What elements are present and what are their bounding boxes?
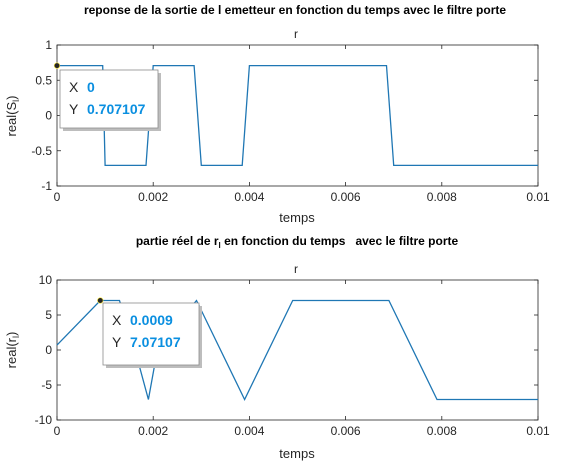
chart-1-subtitle: r xyxy=(294,27,298,41)
x-tick-label: 0.008 xyxy=(427,190,457,204)
datatip-x-value: 0.0009 xyxy=(130,312,173,328)
y-tick-label: 1 xyxy=(45,38,52,52)
chart-1-ylabel: real(Sl) xyxy=(4,95,21,136)
x-tick-label: 0.002 xyxy=(138,190,168,204)
x-tick-label: 0.01 xyxy=(526,424,550,438)
datatip-y-value: 7.07107 xyxy=(130,334,181,350)
datatip-y-key: Y xyxy=(112,334,122,350)
datatip-x-key: X xyxy=(112,312,122,328)
chart-1-ylabel-close: ) xyxy=(4,95,19,99)
x-tick-label: 0.006 xyxy=(331,190,361,204)
chart-1-title: reponse de la sortie de l emetteur en fo… xyxy=(84,3,506,17)
datatip-box[interactable] xyxy=(102,302,200,366)
chart-1-ylabel-main: real(S xyxy=(4,102,19,137)
x-tick-label: 0.01 xyxy=(526,190,550,204)
chart-2-title: partie réel de rl en fonction du temps a… xyxy=(136,234,459,250)
chart-2-subtitle: r xyxy=(294,262,298,276)
y-tick-label: -0.5 xyxy=(31,144,52,158)
chart-2-ylabel-sub: l xyxy=(11,336,21,338)
y-tick-label: -5 xyxy=(41,378,52,392)
x-tick-label: 0.002 xyxy=(138,424,168,438)
datatip-marker[interactable] xyxy=(53,62,61,69)
chart-2-xlabel: temps xyxy=(279,446,315,461)
x-tick-label: 0 xyxy=(54,190,61,204)
chart-2-ylabel-main: real(r xyxy=(4,337,19,368)
x-tick-label: 0.004 xyxy=(234,190,264,204)
chart-1-plot[interactable]: 0 0.002 0.004 0.006 0.008 0.01-1-0.500.51X 0Y 0… xyxy=(31,38,550,204)
y-tick-label: 0 xyxy=(45,109,52,123)
chart-2-plot[interactable]: 0 0.002 0.004 0.006 0.008 0.01 -10 -5 0 5 10 X 0.000… xyxy=(35,273,550,438)
datatip-box[interactable] xyxy=(59,69,159,129)
y-tick-label: -10 xyxy=(35,413,53,427)
chart-2-ylabel-close: ) xyxy=(4,332,19,336)
datatip-marker[interactable] xyxy=(97,297,104,304)
x-tick-label: 0.004 xyxy=(234,424,264,438)
datatip-y-value: 0.707107 xyxy=(87,101,146,117)
chart-2-title-sub: l xyxy=(219,241,221,250)
chart-2-title-main: partie réel de r xyxy=(136,234,219,248)
chart-1-xlabel: temps xyxy=(279,210,315,225)
y-tick-label: 5 xyxy=(45,308,52,322)
datatip-y-key: Y xyxy=(69,101,79,117)
y-tick-label: 0 xyxy=(45,343,52,357)
y-tick-label: 10 xyxy=(39,273,53,287)
y-tick-label: -1 xyxy=(41,179,52,193)
x-tick-label: 0.008 xyxy=(427,424,457,438)
chart-2-ylabel: real(rl) xyxy=(4,332,21,369)
series-line xyxy=(57,64,538,167)
datatip-x-key: X xyxy=(69,79,79,95)
y-tick-label: 0.5 xyxy=(35,73,52,87)
datatip-x-value: 0 xyxy=(87,79,95,95)
chart-2-title-rest: en fonction du temps avec le filtre port… xyxy=(221,234,459,248)
chart-1-ylabel-sub: l xyxy=(11,100,21,102)
x-tick-label: 0.006 xyxy=(331,424,361,438)
x-tick-label: 0 xyxy=(54,424,61,438)
